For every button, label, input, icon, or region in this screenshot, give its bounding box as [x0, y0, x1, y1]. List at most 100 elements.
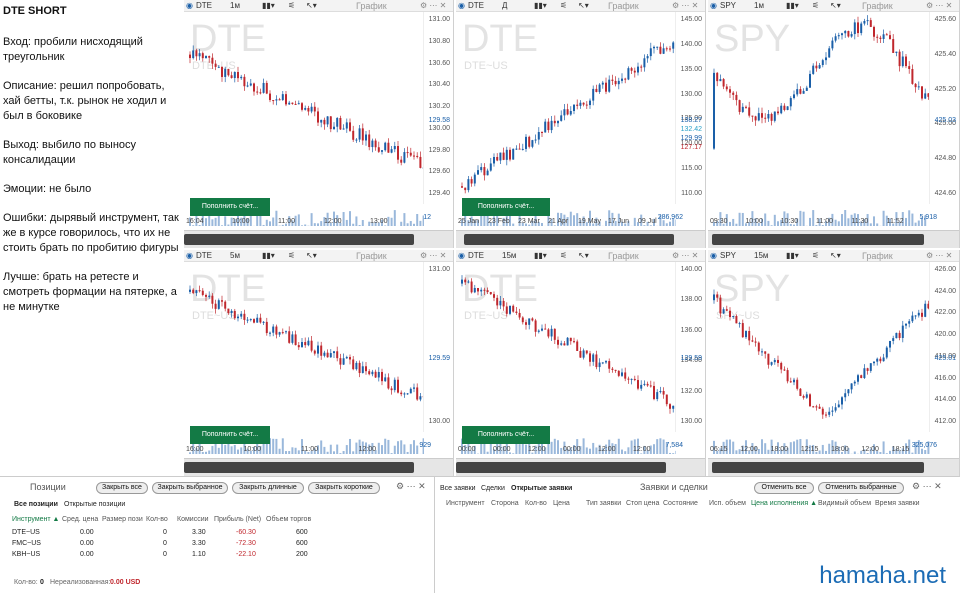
positions-col-header[interactable]: Размер пози [102, 516, 143, 523]
chart-type-icon[interactable]: ▮▮▾ [534, 1, 547, 10]
drawing-tools-icon[interactable]: ⚟ [560, 251, 567, 260]
chart-settings-icon[interactable]: ◉ [710, 1, 717, 10]
cursor-icon[interactable]: ↖▾ [830, 251, 841, 260]
orders-col-header[interactable]: Видимый объем [818, 500, 871, 507]
navigator-handle[interactable] [712, 462, 924, 473]
orders-col-header[interactable]: Состояние [663, 500, 698, 507]
navigator-scrollbar[interactable] [184, 458, 453, 476]
tab-all-positions[interactable]: Все позиции [14, 501, 58, 508]
timeframe-selector[interactable]: 5м [230, 251, 240, 260]
cursor-icon[interactable]: ↖▾ [578, 251, 589, 260]
fund-account-button[interactable]: Пополнить счёт... [462, 198, 550, 216]
drawing-tools-icon[interactable]: ⚟ [812, 1, 819, 10]
panel-controls-icon[interactable]: ⚙ ⋯ ✕ [672, 251, 698, 260]
symbol-selector[interactable]: DTE [468, 251, 484, 260]
fund-account-button[interactable]: Пополнить счёт... [190, 198, 270, 216]
chart-settings-icon[interactable]: ◉ [186, 251, 193, 260]
chart-panel-4[interactable]: ◉ DTE 15м ▮▮▾ ⚟ ↖▾ График ⚙ ⋯ ✕ DTE DTE~… [456, 250, 706, 476]
symbol-selector[interactable]: SPY [720, 251, 736, 260]
tab-open-positions[interactable]: Открытые позиции [64, 501, 125, 508]
positions-gear-icon[interactable]: ⚙ ⋯ ✕ [396, 481, 426, 492]
close-all-button[interactable]: Закрыть все [96, 482, 148, 494]
close-selected-button[interactable]: Закрыть выбранное [152, 482, 228, 494]
symbol-selector[interactable]: DTE [196, 251, 212, 260]
positions-col-header[interactable]: Кол-во [146, 516, 168, 523]
chart-panel-5[interactable]: ◉ SPY 15м ▮▮▾ ⚟ ↖▾ График ⚙ ⋯ ✕ SPY SPY~… [708, 250, 960, 476]
positions-col-header[interactable]: Прибыль (Net) [214, 516, 261, 523]
navigator-handle[interactable] [456, 462, 666, 473]
price-chart[interactable] [184, 263, 424, 432]
price-chart[interactable] [456, 263, 676, 432]
cursor-icon[interactable]: ↖▾ [830, 1, 841, 10]
orders-col-header[interactable]: Кол-во [525, 500, 547, 507]
chart-panel-0[interactable]: ◉ DTE 1м ▮▮▾ ⚟ ↖▾ График ⚙ ⋯ ✕ DTE DTE~U… [184, 0, 454, 248]
price-chart[interactable] [456, 13, 676, 204]
price-chart[interactable] [184, 13, 424, 204]
navigator-scrollbar[interactable] [184, 230, 453, 248]
orders-gear-icon[interactable]: ⚙ ⋯ ✕ [912, 481, 942, 492]
cancel-selected-button[interactable]: Отменить выбранные [818, 482, 904, 494]
orders-col-header[interactable]: Тип заявки [586, 500, 621, 507]
orders-col-header[interactable]: Время заявки [875, 500, 920, 507]
symbol-selector[interactable]: DTE [468, 1, 484, 10]
chart-type-icon[interactable]: ▮▮▾ [534, 251, 547, 260]
orders-col-header[interactable]: Инструмент [446, 500, 485, 507]
cursor-icon[interactable]: ↖▾ [306, 251, 317, 260]
timeframe-selector[interactable]: 1м [754, 1, 764, 10]
close-short-button[interactable]: Закрыть короткие [308, 482, 380, 494]
orders-col-header[interactable]: Исп. объем [709, 500, 746, 507]
chart-settings-icon[interactable]: ◉ [186, 1, 193, 10]
drawing-tools-icon[interactable]: ⚟ [812, 251, 819, 260]
price-chart[interactable] [708, 13, 930, 204]
chart-type-icon[interactable]: ▮▮▾ [262, 1, 275, 10]
positions-col-header[interactable]: Объем торгов [266, 516, 311, 523]
positions-col-header[interactable]: Сред. цена [62, 516, 98, 523]
chart-type-icon[interactable]: ▮▮▾ [786, 251, 799, 260]
timeframe-selector[interactable]: 1м [230, 1, 240, 10]
tab-all-orders[interactable]: Все заявки [440, 485, 476, 492]
navigator-handle[interactable] [464, 234, 674, 245]
navigator-scrollbar[interactable] [708, 458, 959, 476]
orders-col-header[interactable]: Стоп цена [626, 500, 659, 507]
symbol-selector[interactable]: DTE [196, 1, 212, 10]
drawing-tools-icon[interactable]: ⚟ [288, 251, 295, 260]
cancel-all-button[interactable]: Отменить все [754, 482, 814, 494]
fund-account-button[interactable]: Пополнить счёт... [462, 426, 550, 444]
cursor-icon[interactable]: ↖▾ [578, 1, 589, 10]
tab-open-orders[interactable]: Открытые заявки [511, 485, 572, 492]
navigator-handle[interactable] [184, 234, 414, 245]
timeframe-selector[interactable]: Д [502, 1, 507, 10]
panel-controls-icon[interactable]: ⚙ ⋯ ✕ [926, 251, 952, 260]
panel-controls-icon[interactable]: ⚙ ⋯ ✕ [672, 1, 698, 10]
chart-settings-icon[interactable]: ◉ [710, 251, 717, 260]
chart-settings-icon[interactable]: ◉ [458, 251, 465, 260]
chart-panel-3[interactable]: ◉ DTE 5м ▮▮▾ ⚟ ↖▾ График ⚙ ⋯ ✕ DTE DTE~U… [184, 250, 454, 476]
chart-settings-icon[interactable]: ◉ [458, 1, 465, 10]
chart-type-icon[interactable]: ▮▮▾ [786, 1, 799, 10]
panel-controls-icon[interactable]: ⚙ ⋯ ✕ [420, 1, 446, 10]
drawing-tools-icon[interactable]: ⚟ [288, 1, 295, 10]
drawing-tools-icon[interactable]: ⚟ [560, 1, 567, 10]
orders-col-header[interactable]: Цена исполнения ▲ [751, 500, 817, 507]
tab-trades[interactable]: Сделки [481, 485, 505, 492]
navigator-handle[interactable] [712, 234, 924, 245]
timeframe-selector[interactable]: 15м [754, 251, 768, 260]
navigator-scrollbar[interactable] [456, 230, 705, 248]
orders-col-header[interactable]: Цена [553, 500, 570, 507]
chart-panel-2[interactable]: ◉ SPY 1м ▮▮▾ ⚟ ↖▾ График ⚙ ⋯ ✕ SPY 425.6… [708, 0, 960, 248]
positions-col-header[interactable]: Инструмент ▲ [12, 516, 60, 523]
cursor-icon[interactable]: ↖▾ [306, 1, 317, 10]
navigator-scrollbar[interactable] [456, 458, 705, 476]
navigator-scrollbar[interactable] [708, 230, 959, 248]
timeframe-selector[interactable]: 15м [502, 251, 516, 260]
positions-col-header[interactable]: Комиссии [177, 516, 209, 523]
chart-type-icon[interactable]: ▮▮▾ [262, 251, 275, 260]
price-chart[interactable] [708, 263, 930, 432]
fund-account-button[interactable]: Пополнить счёт... [190, 426, 270, 444]
close-long-button[interactable]: Закрыть длинные [232, 482, 304, 494]
chart-panel-1[interactable]: ◉ DTE Д ▮▮▾ ⚟ ↖▾ График ⚙ ⋯ ✕ DTE DTE~US… [456, 0, 706, 248]
symbol-selector[interactable]: SPY [720, 1, 736, 10]
panel-controls-icon[interactable]: ⚙ ⋯ ✕ [420, 251, 446, 260]
orders-col-header[interactable]: Сторона [491, 500, 519, 507]
navigator-handle[interactable] [184, 462, 414, 473]
